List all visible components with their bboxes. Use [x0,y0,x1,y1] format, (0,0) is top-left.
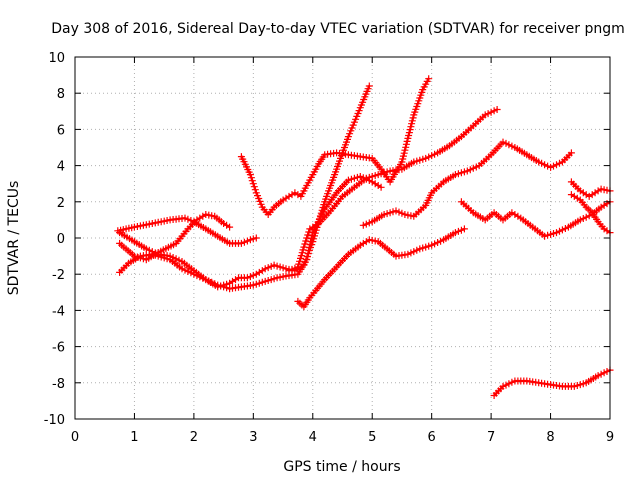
y-tick-label: 6 [57,123,65,138]
y-axis-label: SDTVAR / TECUs [6,181,22,296]
data-series-8-markers [359,138,575,229]
data-point-markers [457,198,614,240]
x-tick-label: 6 [428,430,436,445]
data-series-4 [118,175,383,290]
data-series-3-markers [116,82,373,291]
data-point-markers [294,225,468,311]
x-tick-label: 5 [368,430,376,445]
data-series-4-markers [116,173,385,293]
data-point-markers [116,173,385,293]
axis-ticks: 0 1 2 3 4 5 6 7 8 9 -10 -8 -6 -4 -2 0 2 4 6 8 10 [44,51,614,445]
y-tick-label: -4 [52,304,65,319]
x-tick-label: 3 [249,430,257,445]
data-point-markers [359,138,575,229]
data-series-11-markers [567,191,614,237]
y-tick-label: 0 [57,232,65,247]
x-tick-label: 9 [606,430,614,445]
y-tick-label: -6 [52,341,65,356]
data-series [114,75,614,399]
grid-lines [75,57,610,419]
x-tick-label: 0 [71,430,79,445]
x-tick-label: 7 [487,430,495,445]
y-tick-label: -2 [52,268,65,283]
chart-title: Day 308 of 2016, Sidereal Day-to-day VTE… [51,21,625,37]
data-point-markers [114,214,260,247]
x-tick-label: 4 [309,430,317,445]
y-tick-label: 10 [48,51,65,66]
data-series-8 [362,141,573,227]
x-tick-label: 2 [190,430,198,445]
data-point-markers [567,178,614,200]
data-series-6-markers [285,106,501,275]
data-point-markers [567,191,614,237]
data-series-7-markers [294,225,468,311]
data-series-5-markers [237,75,433,218]
data-series-3 [118,84,371,288]
data-point-markers [490,366,614,399]
data-point-markers [116,82,373,291]
y-tick-label: -8 [52,377,65,392]
x-axis-label: GPS time / hours [283,459,400,475]
y-tick-label: 4 [57,160,65,175]
data-series-1-markers [114,214,260,247]
y-tick-label: 2 [57,196,65,211]
data-series-12-markers [490,366,614,399]
data-point-markers [237,75,433,218]
data-series-9-markers [457,198,614,240]
data-series-7 [296,227,466,308]
y-tick-label: -10 [44,413,65,428]
x-tick-label: 1 [130,430,138,445]
y-tick-label: 8 [57,87,65,102]
data-series-10-markers [567,178,614,200]
data-series-2 [118,213,231,261]
data-point-markers [285,106,501,275]
x-tick-label: 8 [546,430,554,445]
